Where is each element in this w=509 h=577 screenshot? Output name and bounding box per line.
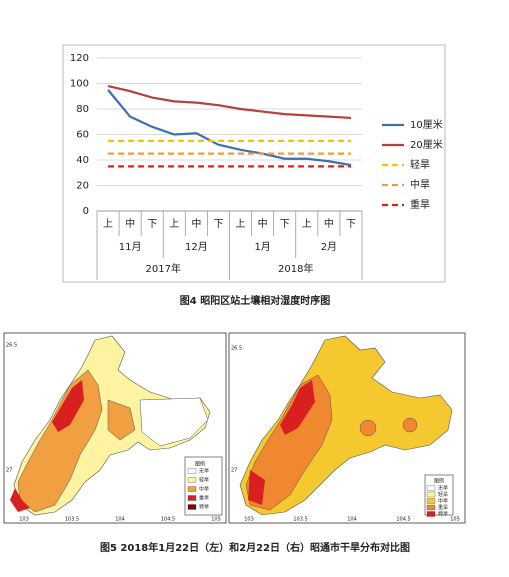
x-tick-label: 中 [324,217,334,230]
lon-label: 104.5 [161,517,175,523]
legend-label: 轻旱 [410,158,430,171]
legend-label: 无旱 [199,469,209,475]
x-tick-label: 上 [169,218,179,230]
legend-label: 10厘米 [410,118,443,131]
legend-swatch [426,498,436,504]
legend-swatch [426,485,436,491]
x-tick-label: 上 [103,218,113,230]
legend-label: 20厘米 [410,138,443,151]
lon-label: 103 [19,517,29,523]
x-tick-label: 下 [346,219,356,230]
legend-label: 中旱 [199,486,209,493]
lon-label: 104.5 [396,517,410,523]
map-region [402,417,418,433]
map-frame [3,332,227,524]
map-right [228,332,466,524]
legend-label: 中旱 [438,498,448,505]
map-region [52,380,84,432]
figure-caption: 图4 昭阳区站土壤相对湿度时序图 [180,294,330,307]
legend-label: 重旱 [438,504,448,511]
legend-label: 轻旱 [438,491,448,498]
legend-swatch [187,477,197,483]
y-tick-label: 0 [83,206,89,217]
x-tick-label: 上 [302,218,312,230]
lon-label: 104 [347,517,357,523]
lat-label: 26.5 [6,343,17,349]
x-tick-label: 下 [213,219,223,230]
lon-label: 105 [211,517,221,523]
legend-label: 中旱 [410,178,430,191]
y-tick-label: 80 [76,104,89,115]
legend-title: 图例 [195,461,205,468]
y-tick-label: 120 [70,53,89,64]
lon-label: 103.5 [293,517,307,523]
month-label: 1月 [254,241,270,253]
lat-label: 26.5 [231,346,242,352]
month-label: 11月 [119,241,142,253]
lon-label: 103 [244,517,254,523]
map-region [359,419,377,437]
legend-swatch [426,504,436,511]
figure-caption: 图5 2018年1月22日（左）和2月22日（右）昭通市干旱分布对比图 [100,541,410,554]
legend-title: 图例 [434,478,444,485]
y-tick-label: 60 [76,130,89,141]
month-label: 12月 [185,241,208,253]
chart-frame [62,44,446,283]
map-frame [228,332,466,524]
x-tick-label: 上 [236,218,246,230]
map-region [139,397,209,447]
legend-swatch [187,468,197,474]
y-tick-label: 40 [76,155,89,166]
y-tick-label: 100 [70,79,89,90]
year-label: 2018年 [278,262,313,275]
legend-swatch [187,486,197,492]
legend-label: 重旱 [199,495,209,502]
lon-label: 103.5 [65,517,79,523]
data-line [107,89,352,167]
lat-label: 27 [6,468,12,474]
map-left [3,332,227,524]
x-tick-label: 下 [147,219,157,230]
legend-swatch [187,495,197,501]
chart: 020406080100120上中下上中下上中下上中下11月 12月 1月 2月201… [70,53,443,280]
lon-label: 105 [450,517,460,523]
lon-label: 104 [115,517,125,523]
legend-swatch [187,504,197,510]
data-line [107,84,352,120]
year-label: 2017年 [146,262,181,275]
map-region [280,380,315,435]
lat-label: 27 [231,468,237,474]
month-label: 2月 [321,241,337,253]
x-tick-label: 中 [191,217,201,230]
legend-swatch [426,491,436,498]
legend-label: 特旱 [199,504,209,511]
legend-label: 轻旱 [199,477,209,484]
legend-label: 无旱 [438,486,448,492]
map-region [107,399,136,441]
legend-swatch [426,511,436,517]
x-tick-label: 下 [280,219,290,230]
x-tick-label: 中 [125,217,135,230]
legend-label: 重旱 [410,198,430,211]
y-tick-label: 20 [76,181,89,192]
map-region [10,488,30,512]
x-tick-label: 中 [258,217,268,230]
legend-label: 特旱 [438,511,448,518]
map-region [248,470,265,505]
map-region [17,369,103,513]
